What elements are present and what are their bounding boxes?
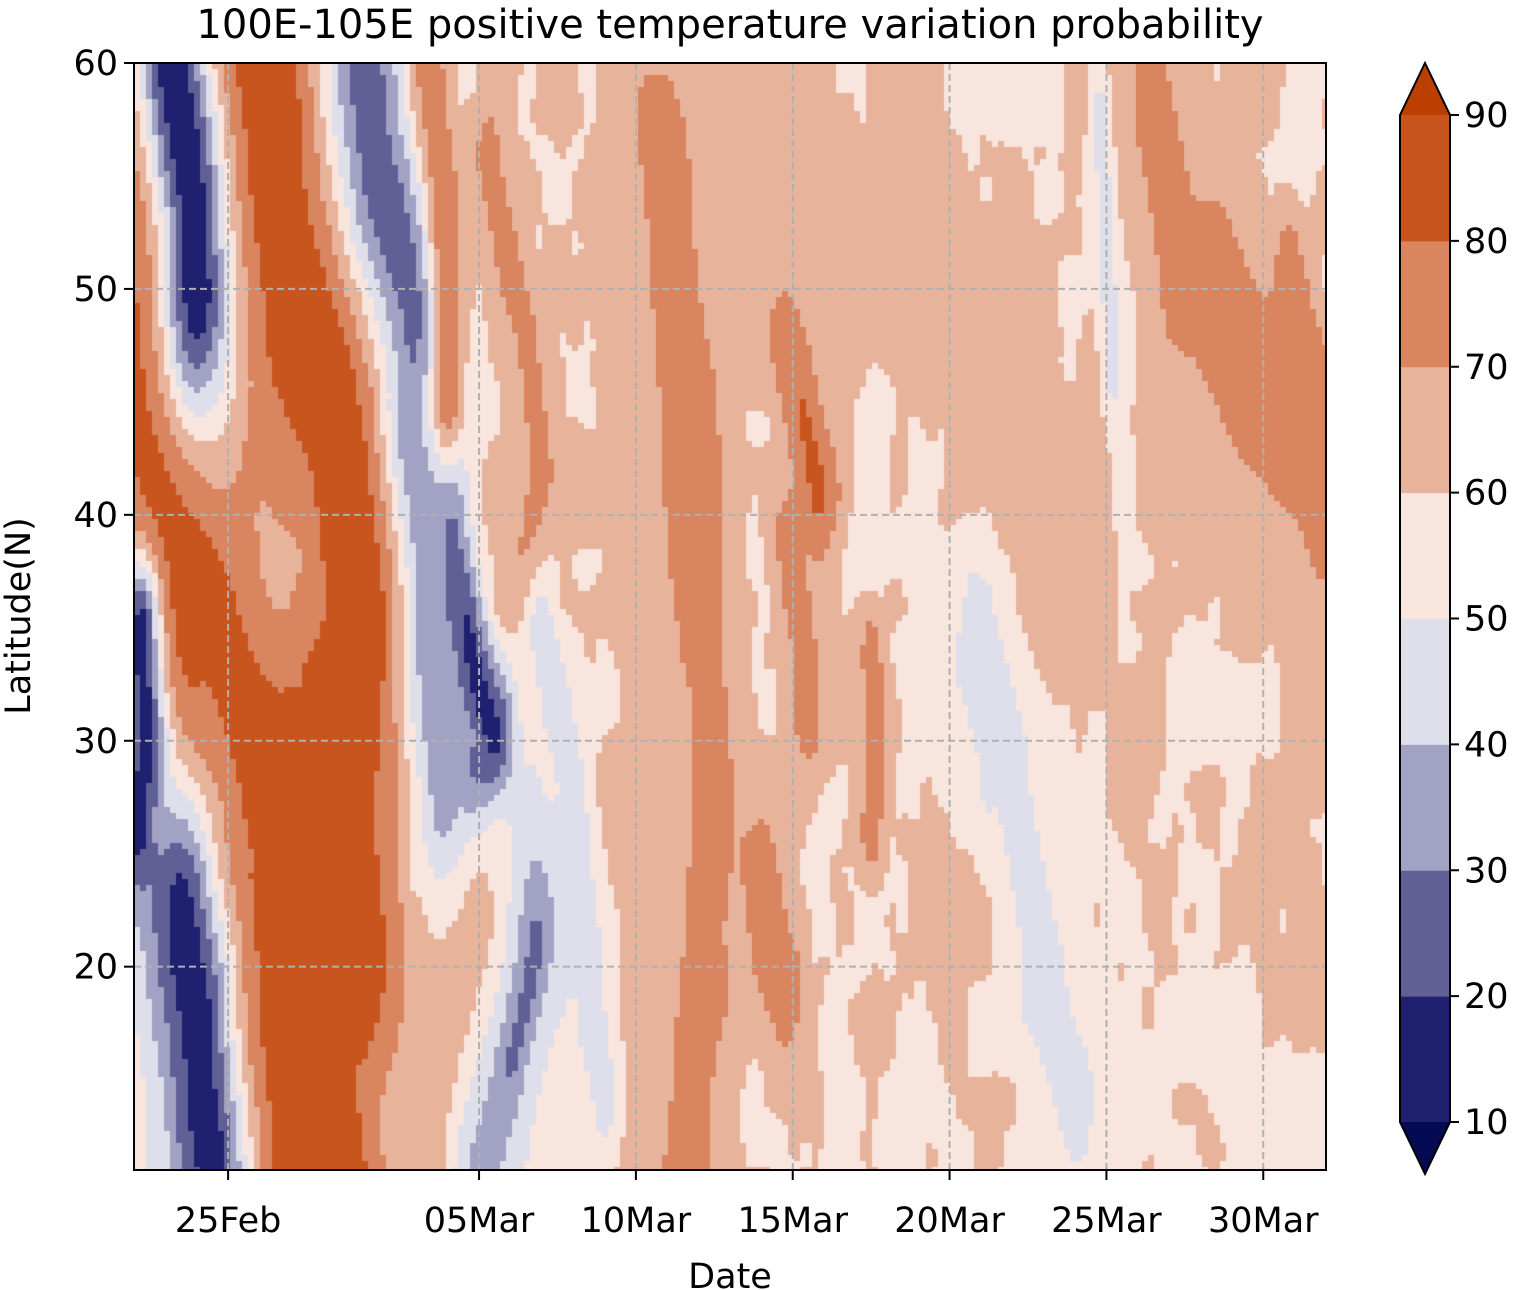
- grid-lines: [134, 63, 1326, 1170]
- y-axis: 20 30 40 50 60: [73, 44, 134, 988]
- colorbar-segment: [1400, 744, 1450, 871]
- colorbar-segment: [1400, 492, 1450, 619]
- plot-frame: [133, 62, 1327, 1171]
- colorbar-tick-label: 50: [1464, 600, 1509, 640]
- colorbar-segment: [1400, 366, 1450, 494]
- colorbar-tick-label: 70: [1464, 348, 1509, 388]
- colorbar-segment: [1400, 618, 1450, 745]
- colorbar-tick-label: 10: [1464, 1103, 1509, 1143]
- y-tick-label: 60: [73, 44, 118, 84]
- y-tick-label: 20: [73, 948, 118, 988]
- colorbar-segment: [1400, 240, 1450, 368]
- x-tick-label: 25Feb: [175, 1201, 282, 1241]
- colorbar: 10 20 30 40 50 60 70 80 90: [1399, 60, 1509, 1177]
- colorbar-tick-label: 90: [1464, 96, 1509, 136]
- colorbar-segment: [1400, 115, 1450, 242]
- y-axis-label: Latitude(N): [0, 517, 39, 715]
- y-tick-label: 40: [73, 496, 118, 536]
- colorbar-tick-label: 80: [1464, 222, 1509, 262]
- x-axis-label: Date: [688, 1257, 772, 1290]
- colorbar-tick-label: 30: [1464, 851, 1509, 891]
- x-tick-label: 30Mar: [1208, 1201, 1319, 1241]
- colorbar-tick-label: 60: [1464, 474, 1509, 514]
- colorbar-tick-label: 40: [1464, 725, 1509, 765]
- colorbar-extend-min: [1400, 1122, 1450, 1174]
- x-tick-label: 05Mar: [424, 1201, 535, 1241]
- colorbar-segment: [1400, 870, 1450, 997]
- x-tick-label: 25Mar: [1051, 1201, 1162, 1241]
- colorbar-extend-max: [1400, 63, 1450, 115]
- x-axis: 25Feb 05Mar 10Mar 15Mar 20Mar 25Mar 30Mar: [175, 1170, 1319, 1241]
- chart-title: 100E-105E positive temperature variation…: [196, 2, 1263, 48]
- probability-field: [134, 63, 1326, 1170]
- y-tick-label: 50: [73, 270, 118, 310]
- colorbar-segment: [1400, 996, 1450, 1123]
- plot-area: [134, 63, 1326, 1170]
- x-tick-label: 20Mar: [894, 1201, 1005, 1241]
- x-tick-label: 10Mar: [581, 1201, 692, 1241]
- y-tick-label: 30: [73, 722, 118, 762]
- colorbar-tick-label: 20: [1464, 977, 1509, 1017]
- x-tick-label: 15Mar: [737, 1201, 848, 1241]
